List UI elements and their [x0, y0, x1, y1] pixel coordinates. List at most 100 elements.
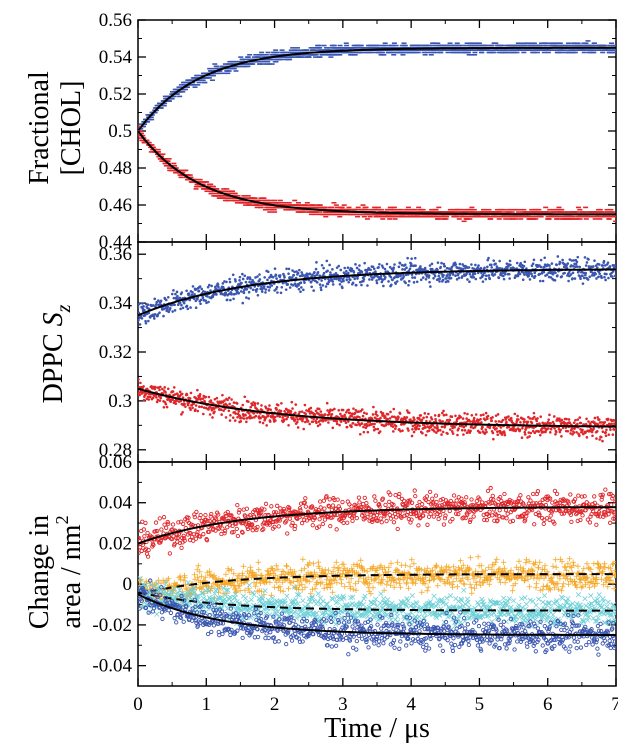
data-point: [313, 412, 317, 416]
data-point: [353, 213, 359, 216]
data-point: [354, 283, 358, 287]
data-point: [262, 415, 266, 418]
data-point: [358, 44, 364, 47]
data-point: [325, 401, 329, 405]
data-point: [525, 42, 531, 45]
data-point: [338, 213, 344, 216]
data-point: [210, 408, 214, 412]
data-point: [246, 276, 250, 279]
data-point: [530, 272, 533, 276]
data-point: [602, 44, 608, 47]
y-tick-label: 0.28: [99, 440, 132, 461]
data-point: [227, 409, 231, 413]
data-point: [479, 51, 485, 54]
data-point: [350, 425, 353, 429]
data-point: [456, 433, 459, 437]
data-point: [425, 415, 429, 419]
data-point: [476, 42, 482, 45]
data-point: [164, 402, 168, 406]
data-point: [373, 422, 376, 426]
data-point: [315, 261, 318, 264]
data-point: [142, 398, 146, 402]
data-point: [201, 296, 205, 300]
data-point: [440, 425, 444, 429]
data-point: [146, 141, 152, 144]
data-point: [298, 410, 302, 414]
data-point: [321, 284, 325, 287]
data-point: [256, 204, 262, 206]
data-point: [435, 42, 441, 45]
data-point: [498, 44, 504, 47]
data-point: [209, 79, 215, 82]
data-point: [238, 414, 242, 418]
data-point: [202, 406, 206, 409]
data-point: [213, 192, 219, 195]
data-point: [541, 44, 547, 47]
data-point: [466, 278, 469, 281]
data-point: [574, 262, 578, 266]
data-point: [598, 272, 601, 276]
data-point: [571, 271, 575, 275]
data-point: [467, 266, 471, 269]
data-point: [150, 385, 153, 388]
data-point: [583, 42, 589, 45]
data-point: [166, 387, 170, 391]
data-point: [396, 280, 399, 283]
data-point: [252, 412, 256, 415]
data-point: [600, 276, 603, 280]
data-point: [578, 265, 582, 269]
data-point: [387, 218, 393, 220]
data-point: [228, 402, 231, 406]
data-point: [284, 288, 288, 291]
data-point: [412, 416, 415, 419]
data-point: [556, 274, 559, 277]
data-point: [316, 270, 320, 274]
data-point: [567, 271, 571, 274]
data-point: [180, 90, 186, 93]
data-point: [465, 272, 468, 275]
data-point: [444, 215, 450, 218]
data-point: [165, 160, 171, 162]
data-point: [186, 403, 190, 407]
data-point: [303, 211, 309, 213]
data-point: [433, 430, 436, 433]
data-point: [358, 280, 362, 284]
data-point: [157, 153, 163, 156]
data-point: [515, 211, 521, 213]
data-point: [187, 174, 193, 176]
data-point: [398, 427, 401, 431]
data-point: [345, 269, 348, 273]
data-point: [458, 266, 461, 270]
data-point: [138, 137, 144, 139]
data-point: [308, 422, 311, 426]
data-point: [280, 285, 284, 289]
data-point: [147, 392, 151, 396]
data-point: [146, 395, 150, 399]
data-point: [609, 42, 615, 45]
data-point: [474, 277, 478, 281]
data-point: [595, 215, 601, 218]
data-point: [371, 422, 374, 426]
data-point: [501, 44, 507, 47]
data-point: [302, 288, 305, 292]
data-point: [174, 93, 180, 95]
data-point: [214, 65, 220, 68]
data-point: [379, 416, 382, 420]
data-point: [506, 211, 512, 213]
data-point: [217, 70, 223, 72]
data-point: [278, 274, 282, 277]
data-point: [240, 281, 243, 285]
data-point: [384, 422, 388, 426]
data-point: [584, 271, 588, 275]
data-point: [155, 151, 161, 153]
data-point: [600, 51, 606, 54]
data-point: [376, 44, 382, 47]
y-tick-label: 0.48: [99, 158, 132, 179]
data-point: [451, 273, 455, 276]
data-point: [570, 264, 573, 267]
data-point: [299, 290, 302, 294]
data-point: [188, 176, 194, 179]
data-point: [433, 426, 437, 429]
data-point: [207, 408, 210, 411]
data-point: [402, 44, 408, 47]
